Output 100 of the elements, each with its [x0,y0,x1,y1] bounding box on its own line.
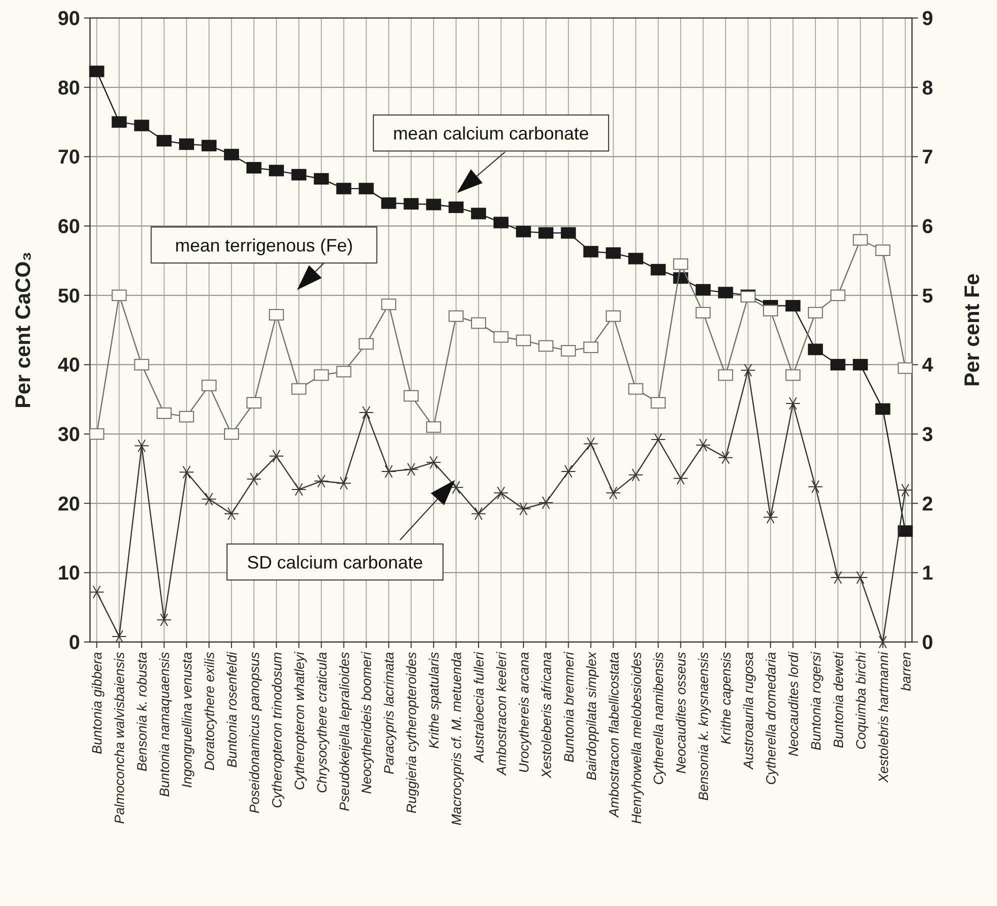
x-tick-label: Neocytherideis boomeri [359,651,374,794]
x-tick-label: Buntonia rogersi [808,651,824,750]
x-tick-label: Pseudokeijella lepralioides [336,652,352,812]
point [314,369,329,381]
point [156,134,172,146]
x-tick-label: Krithe spatularis [426,652,442,749]
point [471,507,486,520]
y2-tick-label: 8 [922,77,934,100]
point [314,173,329,185]
x-tick-label: Macrocypris cf. M. metuenda [449,652,464,826]
point [696,438,711,452]
point [179,410,194,422]
point [718,286,734,298]
point [740,364,756,377]
point [852,234,868,246]
x-tick-label: Cytherella dromedaria [764,652,779,785]
point [179,138,194,150]
point [404,198,419,210]
annotation: mean calcium carbonate [392,123,590,144]
x-tick-label: Cytheropteron trinodosum [269,652,284,808]
point [875,403,890,415]
x-tick-label: Buntonia bremneri [561,651,576,762]
point [560,464,576,478]
point [426,456,442,469]
point [696,284,711,296]
point [628,383,644,395]
point [112,116,127,128]
point [538,340,554,352]
point [583,246,598,258]
x-tick-label: Henryhowella melobesioides [628,652,644,824]
point [606,247,621,259]
point [808,480,823,494]
point [426,198,442,210]
point [830,290,846,302]
x-tick-label: Australoecia fulleri [472,651,487,764]
point [268,450,284,463]
y-axis-title: Per cent CaCO₃ [12,252,35,408]
point [89,428,104,440]
y2-tick-label: 3 [922,424,934,446]
y2-tick-label: 1 [922,562,934,585]
x-tick-label: Coquimba birchi [853,651,868,750]
point [650,264,666,276]
point [852,358,868,370]
point [560,227,576,239]
point [763,510,778,524]
point [785,396,800,410]
point [516,226,531,238]
point [156,613,172,626]
x-tick-label: Cytheropteron whatleyi [292,651,307,790]
x-tick-label: Buntonia namaquaensis [157,652,172,797]
point [898,484,913,497]
point [89,586,104,599]
annotation: SD calcium carbonate [246,552,424,572]
point [314,474,329,488]
point [112,290,127,302]
point [202,492,217,506]
y-tick-label: 80 [58,77,80,100]
point [898,525,913,537]
point [112,630,127,644]
point [650,397,666,409]
point [583,342,598,354]
annotation: mean terrigenous (Fe) [174,235,354,256]
x-tick-label: barren [898,652,914,692]
point [336,366,352,378]
x-tick-label: Neocaudites osseus [674,652,689,774]
point [471,317,486,329]
point [785,300,800,312]
x-tick-label: Urocythereis arcana [516,652,532,773]
x-tick-label: Ruggieria cytheropteroides [404,652,420,814]
x-tick-label: Palmoconcha walvisbaiensis [112,652,128,824]
point [583,437,598,450]
x-tick-label: Krithe capensis [718,652,734,744]
point [494,486,508,500]
point [291,482,306,496]
y-tick-label: 40 [58,354,80,377]
point [763,304,778,316]
point [560,345,576,357]
y2-tick-label: 5 [922,285,934,308]
point [134,120,150,132]
point [291,168,306,180]
point [650,432,666,446]
x-tick-label: Poseidonamicus panopsus [246,652,262,814]
point [246,162,262,174]
point [179,466,194,479]
y-tick-label: 20 [58,493,80,516]
y2-tick-label: 2 [922,493,934,516]
y-tick-label: 90 [58,8,80,30]
y2-tick-label: 0 [922,632,934,654]
point [358,406,374,420]
x-tick-label: Cytherella namibensis [651,652,666,785]
point [134,439,150,452]
point [404,462,419,476]
x-tick-label: Paracypris lacrimata [382,652,397,774]
x-tick-label: Bairdoppilata simplex [584,650,599,780]
x-tick-label: Austroaurila rugosa [741,652,756,770]
point [246,472,262,486]
x-tick-label: Bensonia k. knysnaensis [696,652,712,801]
y2-tick-label: 4 [922,354,934,377]
point [673,472,688,485]
x-tick-label: Ambostracon keeleri [494,651,509,776]
